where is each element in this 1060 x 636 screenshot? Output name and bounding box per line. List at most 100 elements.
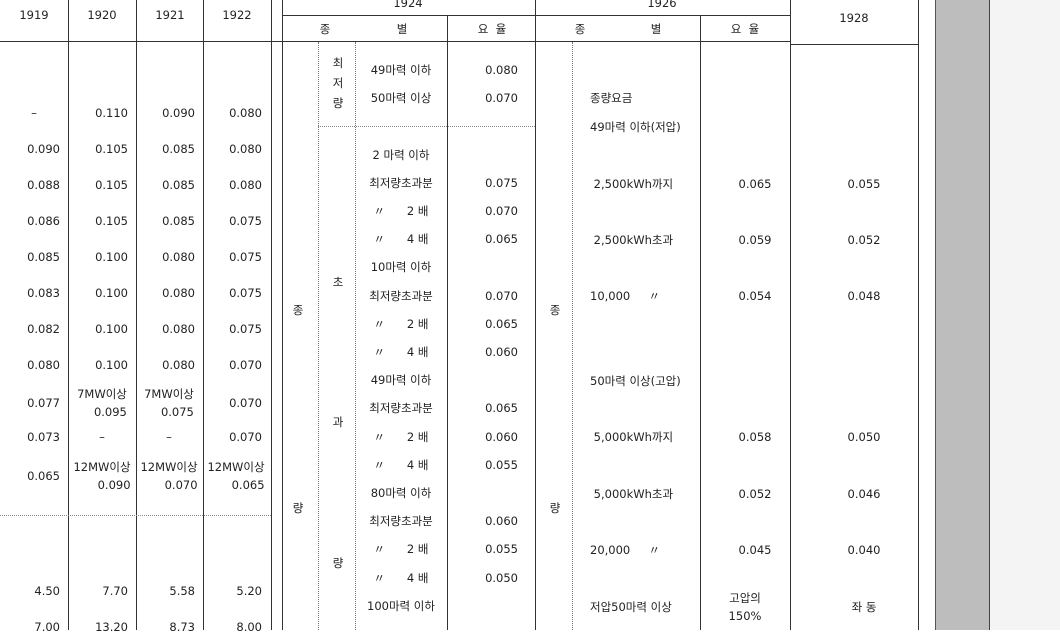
category-label: 5,000kWh초과 — [590, 487, 674, 501]
dotted-divider — [355, 42, 356, 630]
group-label: 저 — [332, 76, 344, 90]
divider — [700, 15, 701, 630]
rate-cell: 12MW이상 0.090 — [73, 460, 131, 492]
rate-cell: 0.077 — [27, 396, 60, 410]
rate-cell: 7.00 — [34, 620, 60, 634]
header-line — [0, 41, 790, 42]
divider — [271, 0, 272, 630]
rate-1928-cell: 0.040 — [847, 543, 881, 557]
rate-cell: 0.070 — [485, 288, 518, 303]
rate-cell: 0.075 — [485, 175, 518, 190]
rate-cell: 12MW이상 0.065 — [207, 460, 265, 492]
rate-cell: 0.045 — [738, 543, 772, 557]
category-label: 100마력 이하 — [367, 598, 435, 613]
rate-cell: 0.065 — [485, 232, 518, 247]
rate-cell: 0.075 — [229, 250, 262, 264]
rate-cell: 0.060 — [485, 429, 518, 444]
rate-cell: – — [166, 430, 172, 444]
rate-cell: 0.070 — [485, 91, 518, 106]
rate-cell: 0.060 — [485, 345, 518, 359]
category-label: 〃 2 배 — [373, 204, 429, 218]
category-label: 〃 4 배 — [373, 232, 429, 247]
category-label: 최저량초과분 — [369, 288, 433, 303]
group-label: 종 — [549, 303, 561, 317]
header-1924: 1924 — [393, 0, 423, 10]
rate-cell: 0.080 — [229, 142, 262, 156]
category-label: 50마력 이상(고압) — [590, 374, 681, 388]
header-1919: 1919 — [19, 8, 49, 22]
rate-cell: 12MW이상 0.070 — [140, 460, 198, 492]
rate-cell: 0.083 — [27, 286, 60, 300]
header-1920: 1920 — [87, 8, 117, 22]
rate-1928-cell: 0.055 — [847, 177, 881, 191]
rate-cell: 0.080 — [229, 178, 262, 192]
rate-cell: 0.085 — [162, 214, 195, 228]
rate-cell: 0.059 — [738, 233, 772, 247]
rate-1928-cell: 0.052 — [847, 233, 881, 247]
rate-cell: 8.00 — [236, 620, 262, 634]
rate-cell: 7MW이상 0.075 — [144, 387, 194, 419]
rate-cell: – — [31, 106, 37, 120]
category-label: 〃 2 배 — [373, 429, 429, 444]
category-label: 〃 2 배 — [373, 542, 429, 557]
category-label: 10,000 〃 — [590, 289, 661, 303]
header-1921: 1921 — [155, 8, 185, 22]
divider — [447, 15, 448, 630]
rate-cell: 0.085 — [27, 250, 60, 264]
divider — [535, 0, 536, 630]
dotted-separator — [0, 515, 271, 516]
divider — [136, 0, 137, 630]
category-label: 49마력 이하 — [370, 373, 432, 388]
group-label: 과 — [332, 415, 344, 429]
category-label: 최저량초과분 — [369, 175, 433, 190]
rate-cell: 0.085 — [162, 178, 195, 192]
rate-cell: 0.070 — [485, 204, 518, 218]
rate-cell: 0.080 — [162, 358, 195, 372]
divider — [203, 0, 204, 630]
category-label: 49마력 이하(저압) — [590, 120, 681, 134]
rate-cell: 0.090 — [162, 106, 195, 120]
rate-cell: 0.080 — [27, 358, 60, 372]
header-1922: 1922 — [222, 8, 252, 22]
group-label: 량 — [549, 501, 561, 515]
rate-cell: 0.065 — [485, 401, 518, 416]
rate-cell: 0.075 — [229, 322, 262, 336]
rate-cell: 0.082 — [27, 322, 60, 336]
divider — [918, 0, 919, 630]
rate-cell: 5.58 — [169, 584, 195, 598]
rate-cell: 0.070 — [229, 358, 262, 372]
category-label: 2,500kWh초과 — [590, 233, 674, 247]
rate-cell: 0.050 — [485, 570, 518, 585]
rate-1928-cell: 0.048 — [847, 289, 881, 303]
rate-cell: 0.105 — [95, 178, 128, 192]
rate-cell: 0.070 — [229, 430, 262, 444]
category-label: 저압50마력 이상 — [590, 600, 672, 614]
category-label: 50마력 이상 — [370, 91, 432, 106]
group-label: 최 — [332, 56, 344, 70]
category-label: 최저량초과분 — [369, 514, 433, 529]
rate-cell: 8.73 — [169, 620, 195, 634]
rate-cell: 7MW이상 0.095 — [77, 387, 127, 419]
rate-cell: 0.075 — [229, 286, 262, 300]
divider — [790, 0, 791, 630]
rate-cell: 0.080 — [162, 286, 195, 300]
viewer-gutter — [935, 0, 991, 630]
rate-cell: 0.058 — [738, 430, 772, 444]
category-label: 최저량초과분 — [369, 401, 433, 416]
subheader-type: 종 — [574, 22, 586, 36]
rate-cell: 0.086 — [27, 214, 60, 228]
group-label: 량 — [332, 556, 344, 570]
subheader-type: 종 — [319, 22, 331, 36]
rate-cell: 0.055 — [485, 542, 518, 557]
category-label: 〃 4 배 — [373, 570, 429, 585]
rate-cell: 0.075 — [229, 214, 262, 228]
rate-cell: 0.110 — [95, 106, 128, 120]
rate-cell: 0.080 — [485, 63, 518, 77]
divider — [282, 0, 283, 630]
group-label: 량 — [292, 501, 304, 515]
rate-cell: 7.70 — [102, 584, 128, 598]
divider — [68, 0, 69, 630]
rate-cell: 0.065 — [738, 177, 772, 191]
rate-cell: 0.080 — [162, 250, 195, 264]
rate-cell: 0.073 — [27, 430, 60, 444]
